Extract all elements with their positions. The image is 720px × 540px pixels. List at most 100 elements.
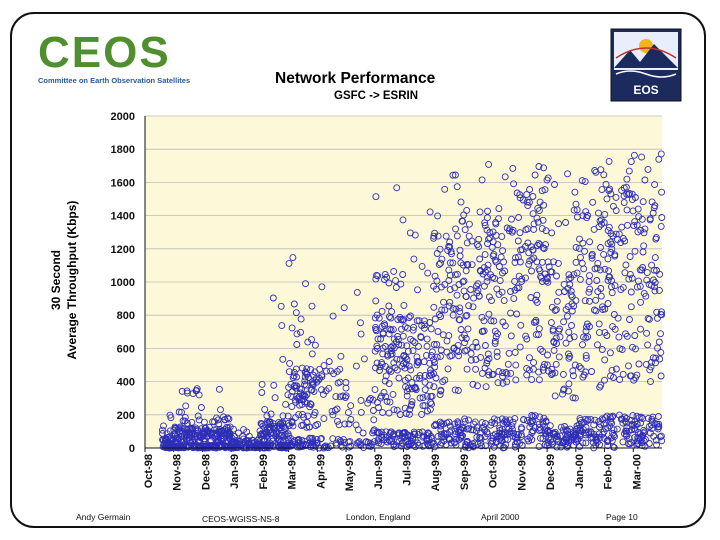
data-point (492, 258, 500, 266)
data-point (569, 367, 577, 375)
data-point (284, 412, 292, 420)
data-point (452, 305, 460, 313)
data-point (572, 200, 580, 208)
data-point (655, 338, 663, 346)
data-point (296, 385, 304, 393)
data-point (399, 216, 407, 224)
data-point (535, 423, 543, 431)
data-point (469, 443, 477, 451)
data-point (582, 352, 590, 360)
data-point (390, 267, 398, 275)
data-point (489, 432, 497, 440)
data-point (441, 185, 449, 193)
data-point (613, 425, 621, 433)
data-point (307, 401, 315, 408)
data-point (434, 232, 442, 240)
data-point (487, 421, 495, 429)
data-point (427, 325, 435, 333)
data-point (535, 325, 543, 333)
data-point (336, 378, 344, 386)
data-point (511, 443, 519, 451)
data-point (627, 288, 635, 296)
data-point (419, 402, 427, 410)
data-point (501, 322, 509, 330)
data-point (476, 255, 484, 263)
y-tick-label: 1200 (111, 244, 135, 256)
data-point (547, 268, 555, 276)
data-point (308, 336, 315, 344)
data-point (548, 365, 556, 373)
data-point (576, 432, 584, 440)
data-point (430, 234, 438, 242)
data-point (446, 436, 454, 444)
data-point (467, 356, 475, 364)
data-point (533, 214, 541, 222)
data-point (386, 398, 394, 406)
data-point (474, 382, 481, 390)
data-point (178, 435, 186, 443)
data-point (495, 435, 503, 443)
data-point (605, 187, 613, 194)
data-point (592, 168, 600, 176)
data-point (464, 325, 472, 333)
data-point (571, 394, 579, 402)
data-point (446, 271, 454, 279)
x-tick-label: Jan-99 (229, 454, 241, 489)
data-point (275, 435, 283, 443)
data-point (288, 403, 296, 411)
data-point (317, 434, 325, 442)
data-point (657, 372, 665, 380)
data-point (282, 400, 290, 408)
data-point (402, 360, 410, 368)
data-point (395, 374, 403, 382)
data-point (476, 208, 484, 216)
data-point (472, 339, 480, 346)
data-point (553, 435, 561, 443)
data-point (495, 368, 503, 375)
x-tick-label: Jun-99 (373, 454, 385, 489)
data-point (597, 292, 605, 300)
data-point (434, 212, 442, 220)
data-point (529, 210, 537, 218)
data-point (611, 325, 619, 333)
data-point (431, 363, 439, 371)
data-point (445, 332, 453, 340)
data-point (624, 440, 632, 448)
data-point (517, 431, 525, 439)
data-point (638, 153, 646, 161)
chart-subtitle: GSFC -> ESRIN (334, 90, 419, 102)
data-point (562, 219, 570, 226)
data-point (390, 359, 398, 367)
data-point (652, 354, 660, 362)
data-point (565, 350, 572, 358)
data-point (620, 199, 628, 207)
data-point (407, 366, 415, 374)
data-point (611, 433, 618, 441)
data-point (657, 150, 665, 158)
data-point (438, 255, 446, 263)
data-point (310, 411, 318, 419)
data-point (303, 365, 311, 373)
data-point (518, 277, 526, 285)
data-point (548, 369, 556, 377)
data-point (633, 283, 641, 291)
data-point (300, 413, 308, 421)
data-point (175, 408, 183, 416)
data-point (607, 230, 615, 237)
data-point (302, 280, 309, 288)
data-point (551, 181, 558, 188)
data-point (553, 272, 560, 280)
data-point (170, 426, 178, 434)
data-point (455, 352, 463, 360)
data-point (536, 413, 544, 421)
data-point (406, 410, 413, 418)
data-point (555, 288, 563, 296)
data-point (279, 418, 287, 426)
data-point (421, 321, 429, 329)
data-point (599, 303, 606, 311)
data-point (528, 376, 536, 384)
data-point (493, 416, 501, 424)
data-point (323, 367, 330, 375)
data-point (633, 221, 641, 229)
data-point (301, 368, 309, 376)
